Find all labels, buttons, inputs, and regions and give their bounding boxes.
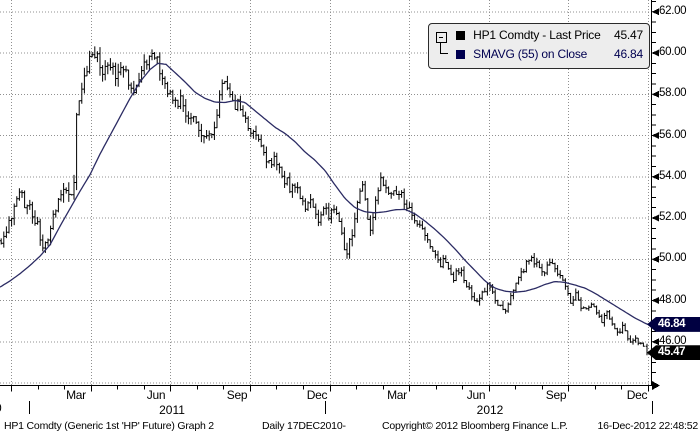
x-axis-month-label: Dec (626, 388, 648, 402)
y-tick-arrow-icon (651, 214, 659, 222)
year-2012-label: 2012 (476, 403, 504, 417)
footer-copyright: Copyright© 2012 Bloomberg Finance L.P. (382, 420, 568, 432)
x-axis-month-label: Sep (545, 388, 567, 402)
legend-row-price[interactable]: HP1 Comdty - Last Price 45.47 (456, 26, 645, 44)
y-tick-arrow-icon (651, 132, 659, 139)
x-axis-month-label: Sep (226, 388, 248, 402)
footer-security-description: HP1 Comdty (Generic 1st 'HP' Future) Gra… (4, 420, 214, 432)
sma-series-swatch-icon (456, 50, 465, 59)
price-series-swatch-icon (456, 31, 465, 40)
legend-sma-value: 46.84 (613, 47, 643, 61)
last-price-badge: 45.47 (647, 345, 700, 361)
x-axis-end-arrow-icon (652, 381, 660, 390)
y-tick-arrow-icon (651, 297, 659, 304)
y-axis-label: 58.00 (659, 87, 687, 100)
y-axis-label: 56.00 (659, 128, 687, 141)
x-axis-month-label: Jun (466, 388, 486, 402)
y-tick-arrow-icon (651, 8, 659, 16)
year-separator (652, 401, 653, 414)
x-axis-month-label: Jun (146, 388, 166, 402)
year-separator (29, 401, 30, 414)
legend-collapse-icon[interactable] (436, 32, 447, 43)
x-axis-month-label: Mar (387, 388, 407, 402)
sma-line (0, 62, 649, 326)
legend-price-value: 45.47 (613, 28, 643, 42)
y-axis-label: 54.00 (659, 169, 687, 182)
gridlines (0, 0, 651, 386)
x-axis-ticks (11, 385, 649, 392)
y-axis-label: 50.00 (659, 252, 687, 265)
price-bars (0, 46, 649, 356)
sma-price-badge: 46.84 (647, 316, 700, 332)
sma-price-badge-value: 46.84 (658, 317, 686, 330)
x-axis-month-label: Mar (66, 388, 86, 402)
legend-row-sma[interactable]: SMAVG (55) on Close 46.84 (456, 45, 645, 63)
y-axis-label: 48.00 (659, 293, 687, 306)
last-price-badge-value: 45.47 (658, 346, 686, 359)
partial-year-2010-label: 0 (0, 401, 2, 415)
x-axis-month-label: Dec (306, 388, 328, 402)
footer-period-range: Daily 17DEC2010- (262, 420, 346, 432)
legend-tree-connector-icon (440, 42, 448, 54)
footer-timestamp: 16-Dec-2012 22:48:52 (597, 420, 699, 432)
y-tick-arrow-icon (651, 338, 659, 346)
legend-price-label: HP1 Comdty - Last Price (473, 28, 601, 42)
legend-sma-label: SMAVG (55) on Close (473, 47, 588, 61)
y-axis-label: 60.00 (659, 46, 687, 58)
y-axis-ticks (651, 0, 659, 374)
y-tick-arrow-icon (651, 49, 659, 57)
y-tick-arrow-icon (651, 173, 659, 181)
year-separator (325, 401, 326, 414)
legend-box[interactable]: HP1 Comdty - Last Price 45.47 SMAVG (55)… (428, 23, 650, 69)
y-axis-label: 62.00 (659, 4, 687, 17)
year-2011-label: 2011 (159, 403, 185, 417)
y-tick-arrow-icon (651, 90, 659, 98)
y-tick-arrow-icon (651, 255, 659, 263)
y-axis-label: 46.00 (659, 334, 687, 347)
y-axis-label: 52.00 (659, 211, 687, 223)
